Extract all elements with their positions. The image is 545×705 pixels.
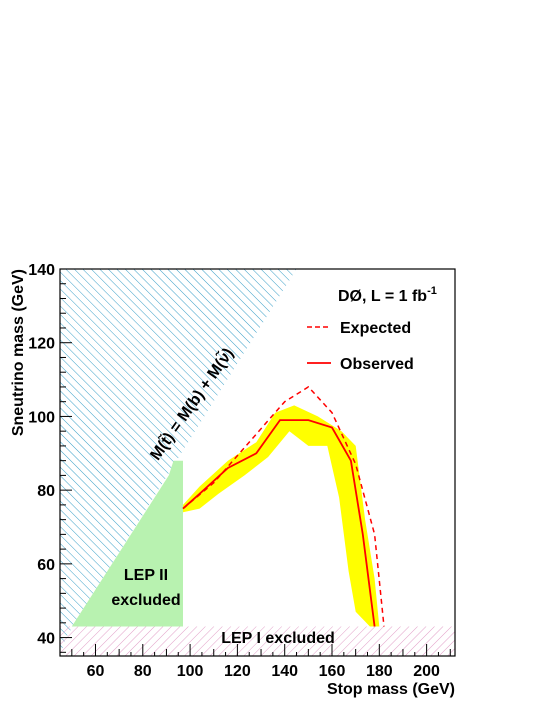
lep1-label: LEP I excluded (221, 630, 335, 647)
observed-uncertainty-band (183, 405, 380, 627)
x-tick-label: 60 (87, 663, 105, 680)
y-axis-label: Sneutrino mass (GeV) (10, 269, 27, 436)
x-axis-label: Stop mass (GeV) (327, 681, 455, 698)
lep2-label-line2: excluded (111, 592, 180, 609)
lep2-excluded-region (71, 460, 183, 627)
x-axis: 60 80 100 120 140 160 180 200 (71, 644, 451, 680)
observed-limit-line (182, 419, 376, 627)
y-tick-label: 60 (37, 557, 55, 574)
y-tick-label: 80 (37, 483, 55, 500)
experiment-label: DØ, L = 1 fb-1 (338, 285, 437, 305)
x-tick-label: 160 (319, 663, 346, 680)
experiment-label-main: DØ, L = 1 fb (338, 288, 427, 305)
y-axis: 40 60 80 100 120 140 (28, 262, 72, 653)
lep2-label-line1: LEP II (124, 567, 168, 584)
y-tick-label: 100 (28, 409, 55, 426)
y-tick-label: 40 (37, 631, 55, 648)
y-tick-label: 120 (28, 336, 55, 353)
legend: DØ, L = 1 fb-1 Expected Observed (307, 285, 437, 373)
legend-expected-label: Expected (340, 320, 411, 337)
x-tick-label: 120 (224, 663, 251, 680)
x-tick-label: 100 (177, 663, 204, 680)
x-tick-label: 80 (134, 663, 152, 680)
x-tick-label: 140 (271, 663, 298, 680)
kinematic-limit-region (60, 269, 297, 656)
experiment-label-sup: -1 (427, 285, 437, 297)
lep1-excluded-region (60, 626, 455, 656)
plot-frame (59, 268, 456, 657)
x-tick-label: 200 (413, 663, 440, 680)
legend-observed-label: Observed (340, 356, 414, 373)
x-tick-label: 180 (366, 663, 393, 680)
y-tick-label: 140 (28, 262, 55, 279)
